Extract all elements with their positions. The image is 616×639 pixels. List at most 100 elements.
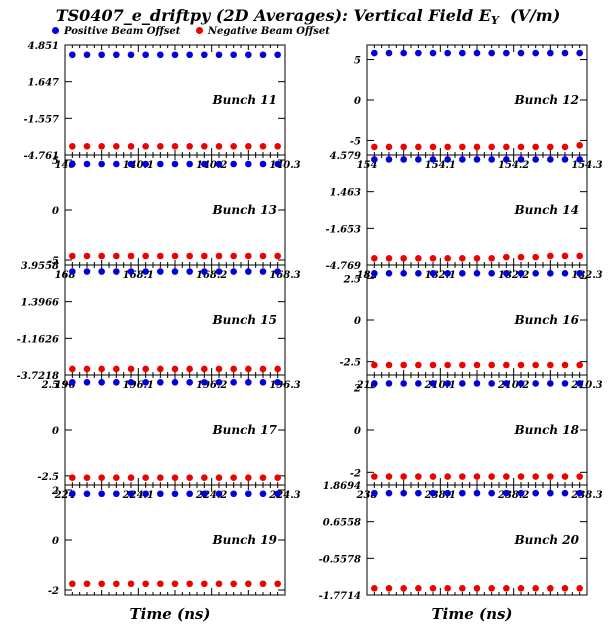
negative-point-18: [429, 473, 437, 480]
negative-point-16: [503, 361, 510, 369]
positive-point-15: [215, 268, 223, 275]
positive-point-11: [201, 51, 208, 59]
positive-point-12: [517, 49, 525, 57]
chart-title: TS0407_e_driftpy (2D Averages): Vertical…: [0, 6, 616, 27]
y-tick-label-13: 5: [52, 156, 59, 167]
negative-point-11: [171, 142, 179, 150]
positive-point-20: [444, 489, 451, 497]
negative-point-19: [274, 580, 281, 588]
y-tick-label-19: 0: [52, 536, 59, 547]
negative-point-17: [157, 474, 164, 481]
y-tick-label-19: 2: [51, 486, 59, 497]
negative-point-17: [142, 474, 149, 481]
positive-point-14: [488, 156, 495, 163]
negative-point-11: [69, 142, 76, 150]
negative-point-18: [415, 473, 422, 480]
negative-point-20: [415, 585, 422, 592]
negative-point-18: [488, 473, 495, 480]
negative-point-12: [503, 143, 510, 151]
negative-point-13: [142, 252, 149, 260]
y-tick-label-11: 1.647: [28, 78, 59, 89]
positive-point-17: [186, 379, 193, 386]
negative-point-13: [215, 252, 223, 260]
x-axis-label-right: Time (ns): [431, 605, 513, 623]
x-axis-label-left: Time (ns): [129, 605, 211, 623]
negative-point-12: [400, 143, 407, 151]
negative-point-17: [274, 474, 281, 481]
negative-point-16: [415, 361, 422, 369]
positive-point-11: [245, 51, 252, 59]
negative-point-16: [532, 361, 539, 369]
positive-point-19: [230, 490, 237, 498]
y-tick-label-14: 1.463: [330, 188, 361, 199]
positive-point-12: [444, 49, 451, 57]
negative-point-18: [473, 473, 481, 480]
negative-point-11: [127, 142, 135, 150]
legend-label-negative: Negative Beam Offset: [207, 26, 330, 37]
negative-point-14: [547, 252, 554, 260]
y-tick-label-14: 4.579: [330, 151, 361, 162]
negative-point-12: [488, 143, 495, 151]
positive-point-13: [201, 160, 208, 168]
negative-point-16: [517, 361, 525, 369]
positive-point-20: [429, 489, 437, 497]
legend-entry-negative: Negative Beam Offset: [195, 26, 330, 37]
positive-point-17: [127, 379, 135, 386]
bunch-label-13: Bunch 13: [212, 203, 278, 217]
negative-point-20: [429, 585, 437, 592]
positive-point-17: [245, 379, 252, 386]
y-tick-label-12: 0: [354, 96, 361, 107]
positive-point-11: [127, 51, 135, 59]
positive-point-12: [400, 49, 407, 57]
positive-point-11: [113, 51, 120, 59]
x-tick-label-16: 210.2: [497, 380, 529, 391]
y-tick-label-12: 5: [354, 56, 361, 67]
negative-point-19: [83, 580, 91, 588]
positive-point-14: [503, 156, 510, 163]
negative-point-11: [113, 142, 120, 150]
y-tick-label-20: -0.5578: [319, 554, 361, 565]
negative-point-19: [215, 580, 223, 588]
positive-point-16: [503, 270, 510, 277]
positive-point-12: [503, 49, 510, 57]
positive-point-15: [201, 268, 208, 275]
negative-point-19: [201, 580, 208, 588]
negative-point-11: [215, 142, 223, 150]
positive-point-14: [517, 156, 525, 163]
negative-point-14: [488, 255, 495, 262]
negative-point-12: [371, 143, 378, 151]
negative-point-19: [157, 580, 164, 588]
negative-point-15: [186, 365, 193, 373]
negative-point-14: [473, 255, 481, 262]
negative-point-13: [230, 252, 237, 260]
negative-point-17: [83, 474, 91, 481]
chart-title-unit: (V/m): [509, 6, 561, 25]
positive-point-19: [69, 490, 76, 498]
positive-point-13: [274, 160, 281, 168]
positive-point-15: [274, 268, 281, 275]
negative-point-11: [259, 142, 267, 150]
negative-point-12: [429, 143, 437, 151]
negative-point-17: [230, 474, 237, 481]
negative-point-15: [215, 365, 223, 373]
positive-point-15: [83, 268, 91, 275]
positive-point-18: [576, 380, 583, 387]
positive-point-13: [171, 160, 179, 168]
positive-point-12: [429, 49, 437, 57]
positive-point-14: [415, 156, 422, 163]
positive-point-17: [69, 379, 76, 386]
legend-label-positive: Positive Beam Offset: [64, 26, 181, 37]
positive-point-13: [142, 160, 149, 168]
positive-point-20: [517, 489, 525, 497]
x-tick-label-16: 210.1: [424, 380, 456, 391]
x-tick-label-12: 154.1: [425, 160, 456, 171]
negative-point-13: [274, 252, 281, 260]
positive-point-14: [385, 156, 393, 163]
positive-point-15: [245, 268, 252, 275]
x-tick-label-14: 182.1: [425, 270, 456, 281]
negative-point-20: [400, 585, 407, 592]
negative-point-17: [215, 474, 223, 481]
positive-point-20: [488, 489, 495, 497]
positive-point-19: [142, 490, 149, 498]
positive-point-17: [98, 379, 105, 386]
